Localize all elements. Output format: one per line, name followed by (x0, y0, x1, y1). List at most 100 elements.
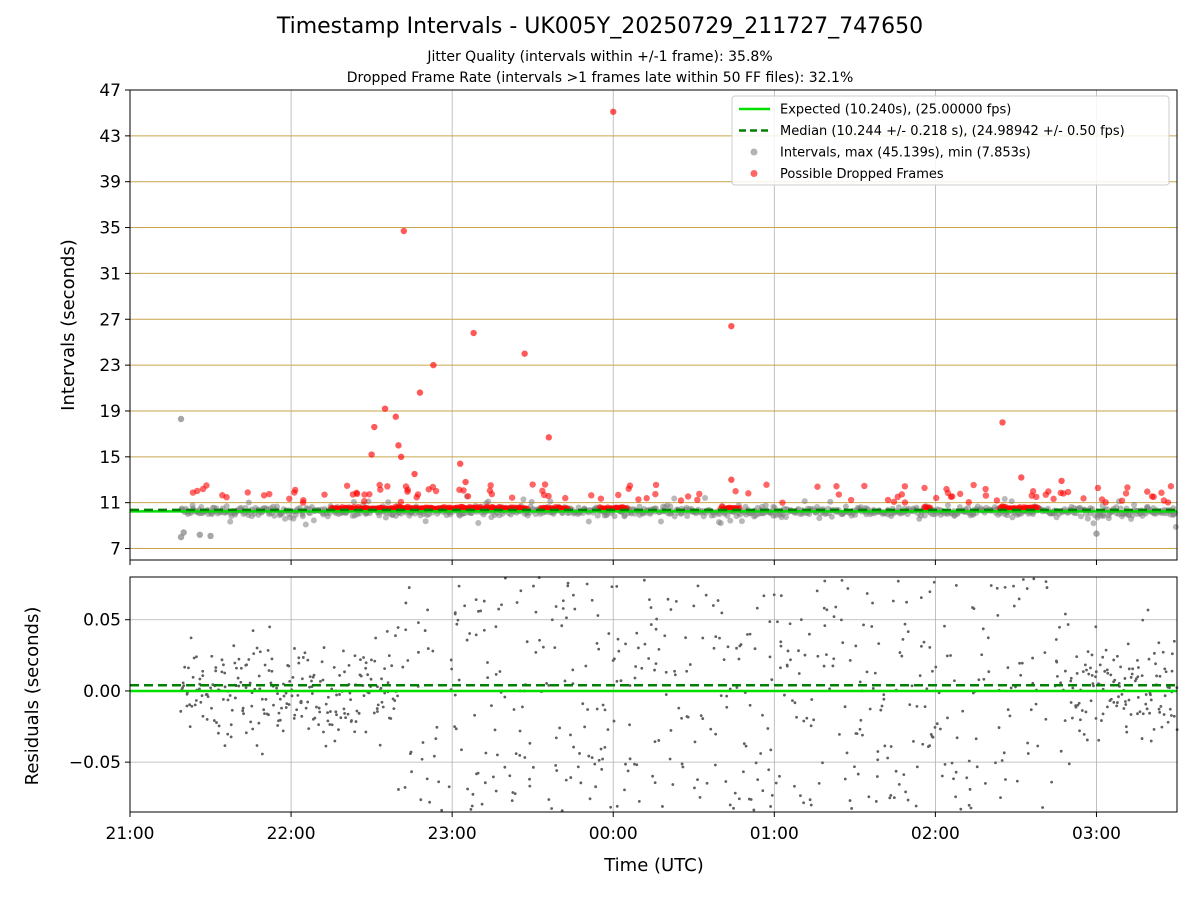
top-y-tick-label: 39 (99, 173, 121, 193)
dropped-frame-point (694, 496, 701, 504)
interval-point (828, 513, 835, 520)
residual-point (189, 636, 193, 640)
residual-point (809, 724, 813, 728)
residual-point (335, 693, 338, 697)
residual-point (387, 654, 391, 658)
interval-point (528, 498, 535, 505)
residual-point (1112, 700, 1116, 704)
dropped-frame-point (353, 490, 361, 498)
residual-point (617, 649, 621, 653)
residual-point (594, 785, 598, 789)
interval-point (783, 513, 790, 520)
residual-point (179, 709, 183, 713)
residual-point (901, 637, 905, 641)
residual-point (1105, 668, 1109, 672)
residual-point (908, 703, 912, 707)
residual-point (216, 731, 220, 735)
top-panel-frame (129, 89, 1178, 561)
residual-point (282, 694, 286, 698)
residual-point (447, 785, 451, 789)
residual-point (876, 758, 880, 762)
residual-point (896, 579, 900, 583)
interval-point (965, 504, 972, 511)
interval-point (1001, 496, 1008, 503)
residual-point (1170, 652, 1174, 656)
dropped-frame-point (521, 350, 528, 357)
residual-point (304, 706, 308, 710)
residual-point (705, 781, 709, 785)
residual-point (301, 656, 305, 659)
interval-point (1117, 505, 1124, 512)
residual-point (779, 640, 783, 644)
residual-point (486, 661, 489, 664)
residual-point (532, 584, 535, 588)
residual-point (359, 674, 363, 678)
interval-point (762, 502, 769, 509)
residual-point (783, 693, 786, 697)
residual-point (296, 693, 300, 697)
residual-point (474, 598, 478, 602)
residual-point (1094, 625, 1098, 629)
residual-point (1129, 676, 1133, 679)
residual-point (390, 664, 394, 668)
residual-point (255, 744, 259, 747)
residual-point (693, 740, 697, 744)
residual-point (343, 711, 346, 715)
residual-point (280, 706, 283, 710)
residual-point (317, 706, 321, 710)
dropped-frame-point (610, 108, 617, 115)
residual-point (1025, 587, 1029, 590)
residual-point (342, 707, 346, 711)
residual-point (653, 740, 657, 744)
residual-point (891, 599, 895, 603)
dropped-frame-point (462, 478, 469, 486)
residual-point (359, 658, 362, 662)
residual-point (779, 644, 783, 648)
residual-point (235, 666, 238, 670)
interval-point (310, 517, 317, 524)
residual-point (497, 607, 501, 611)
residual-point (272, 703, 275, 707)
dropped-frame-point (944, 489, 952, 497)
residual-point (624, 762, 627, 766)
residual-point (850, 807, 854, 810)
residual-point (928, 744, 932, 748)
residual-point (664, 693, 668, 696)
residual-point (982, 677, 986, 681)
residual-point (1006, 666, 1010, 670)
residual-point (1076, 703, 1080, 707)
residual-point (349, 698, 352, 702)
residual-point (799, 618, 803, 622)
residual-point (214, 669, 218, 673)
residual-point (569, 733, 572, 737)
dropped-frame-point (696, 490, 703, 498)
residual-point (1104, 648, 1108, 652)
residual-point (704, 593, 708, 597)
top-y-tick-label: 27 (99, 310, 121, 330)
residual-point (1117, 695, 1120, 699)
residual-point (407, 586, 411, 589)
residual-point (385, 629, 389, 633)
residual-point (779, 666, 782, 670)
residual-point (182, 684, 186, 688)
interval-point (475, 520, 482, 527)
interval-point (611, 513, 618, 520)
residual-point (701, 636, 705, 640)
residual-point (1164, 670, 1168, 674)
residual-point (561, 599, 565, 603)
residual-point (739, 643, 743, 646)
residual-point (486, 676, 490, 680)
interval-point (827, 498, 834, 505)
dropped-frame-point (1098, 496, 1106, 503)
residual-point (453, 693, 457, 697)
residual-point (1100, 719, 1103, 722)
residual-point (195, 655, 198, 659)
dropped-frame-point (1050, 495, 1057, 503)
residual-point (795, 715, 798, 719)
residual-point (278, 718, 282, 722)
residual-point (333, 739, 337, 743)
residual-point (972, 607, 976, 611)
residual-point (725, 694, 729, 698)
residual-point (209, 686, 213, 690)
residual-point (986, 636, 990, 640)
